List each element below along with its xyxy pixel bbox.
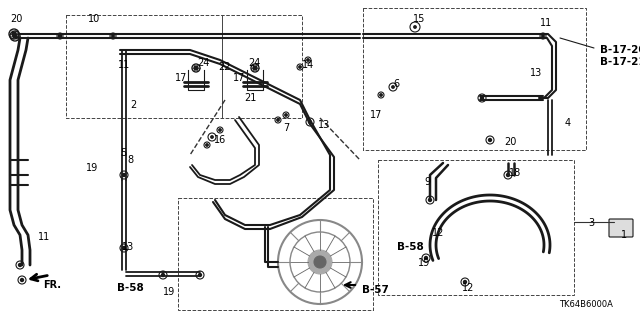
Text: FR.: FR. (43, 280, 61, 290)
Text: 13: 13 (318, 120, 330, 130)
Circle shape (299, 66, 301, 68)
Text: B-57: B-57 (362, 285, 389, 295)
Circle shape (429, 198, 431, 202)
Circle shape (542, 35, 544, 37)
Bar (378, 160, 574, 295)
Circle shape (206, 144, 208, 146)
Circle shape (314, 256, 326, 268)
Text: 19: 19 (418, 258, 430, 268)
Circle shape (380, 94, 382, 96)
Text: 5: 5 (120, 148, 126, 158)
Text: 19: 19 (163, 287, 175, 297)
Circle shape (392, 86, 394, 88)
Bar (178, 198, 373, 310)
Circle shape (211, 136, 213, 138)
Text: B-58: B-58 (117, 283, 144, 293)
Circle shape (488, 138, 492, 142)
Text: 8: 8 (127, 155, 133, 165)
Bar (66, 15, 302, 118)
Text: 21: 21 (244, 93, 257, 103)
Text: 3: 3 (588, 218, 594, 228)
FancyBboxPatch shape (609, 219, 633, 237)
Text: 11: 11 (540, 18, 552, 28)
Circle shape (19, 263, 22, 266)
Circle shape (463, 280, 467, 284)
Text: 9: 9 (424, 177, 430, 187)
Circle shape (20, 278, 24, 281)
Text: 11: 11 (38, 232, 51, 242)
Text: 17: 17 (370, 110, 382, 120)
Text: 13: 13 (530, 68, 542, 78)
Text: 6: 6 (393, 79, 399, 89)
Text: 12: 12 (462, 283, 474, 293)
Circle shape (112, 35, 114, 37)
Text: 2: 2 (130, 100, 136, 110)
Text: 16: 16 (214, 135, 227, 145)
Circle shape (122, 247, 125, 249)
Circle shape (198, 273, 202, 277)
Text: TK64B6000A: TK64B6000A (559, 300, 613, 309)
Text: 18: 18 (509, 168, 521, 178)
Circle shape (414, 26, 416, 28)
Circle shape (277, 119, 279, 121)
Circle shape (194, 66, 198, 70)
Text: 20: 20 (504, 137, 516, 147)
Text: 4: 4 (565, 118, 571, 128)
Circle shape (58, 34, 61, 38)
Circle shape (506, 174, 509, 176)
Text: B-17-20: B-17-20 (600, 45, 640, 55)
Circle shape (285, 114, 287, 116)
Text: 22: 22 (218, 62, 230, 72)
Text: 19: 19 (86, 163, 99, 173)
Text: 11: 11 (118, 60, 131, 70)
Text: 24: 24 (248, 58, 260, 68)
Text: B-17-21: B-17-21 (600, 57, 640, 67)
Text: 20: 20 (10, 14, 22, 24)
Text: 1: 1 (621, 230, 627, 240)
Text: 13: 13 (122, 242, 134, 252)
Text: 14: 14 (302, 60, 314, 70)
Circle shape (424, 256, 428, 259)
Circle shape (219, 129, 221, 131)
Circle shape (13, 34, 17, 38)
Text: B-58: B-58 (397, 242, 424, 252)
Text: 7: 7 (283, 123, 289, 133)
Text: 24: 24 (197, 58, 209, 68)
Circle shape (12, 32, 16, 36)
Text: 10: 10 (88, 14, 100, 24)
Circle shape (308, 250, 332, 274)
Text: 17: 17 (233, 73, 245, 83)
Circle shape (308, 121, 312, 123)
Text: 17: 17 (175, 73, 188, 83)
Text: 12: 12 (432, 228, 444, 238)
Circle shape (481, 97, 483, 100)
Bar (363, 8, 586, 150)
Circle shape (253, 66, 257, 70)
Circle shape (161, 273, 164, 277)
Circle shape (307, 59, 309, 61)
Text: 15: 15 (413, 14, 426, 24)
Circle shape (122, 174, 125, 176)
